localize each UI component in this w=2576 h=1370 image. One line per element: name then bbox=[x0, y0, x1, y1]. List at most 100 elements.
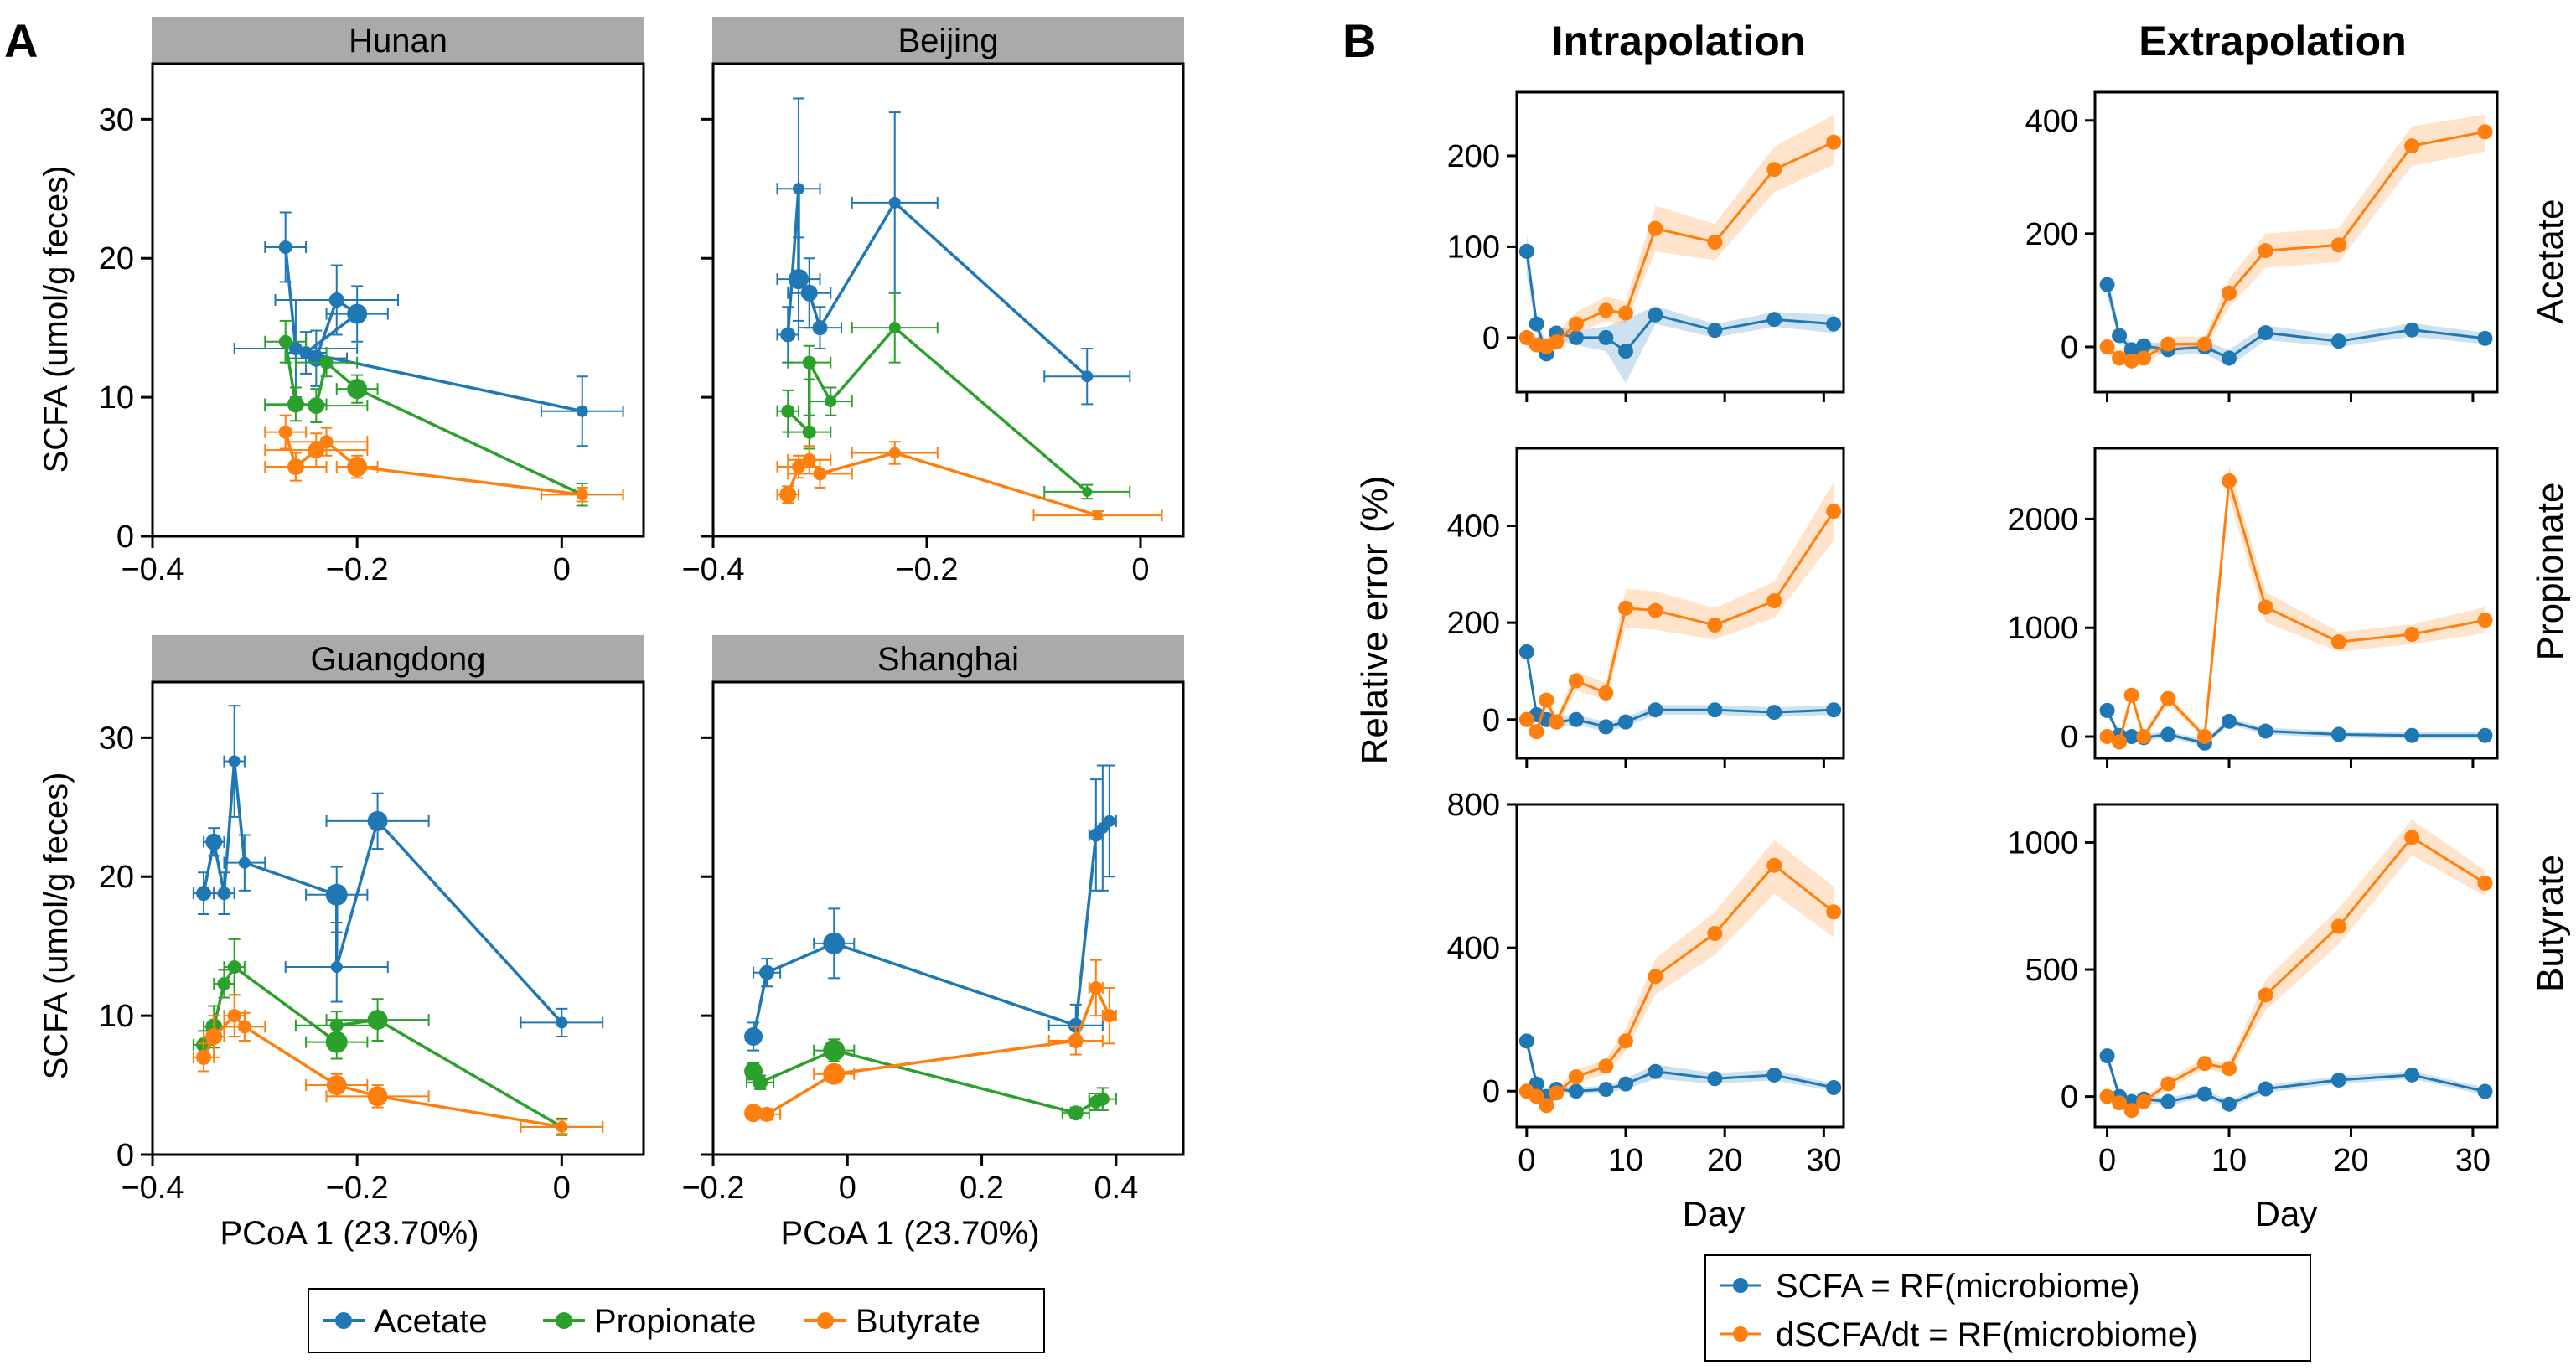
y-tick-label: 500 bbox=[2025, 953, 2078, 988]
y-tick-label: 0 bbox=[1482, 1074, 1500, 1109]
panel-a-ylabel-top: SCFA (umol/g feces) bbox=[38, 166, 75, 473]
series-propionate bbox=[192, 938, 604, 1136]
x-tick-label: 0 bbox=[1131, 552, 1149, 587]
data-point bbox=[2477, 727, 2493, 743]
plot-frame bbox=[1515, 803, 1845, 1129]
series-dscfa-dt-rf-microbiome- bbox=[1518, 840, 1842, 1114]
data-point bbox=[2330, 726, 2346, 742]
data-point bbox=[2330, 1072, 2346, 1088]
data-point bbox=[1707, 618, 1723, 633]
data-point bbox=[1618, 344, 1633, 359]
plot-frame bbox=[151, 680, 645, 1156]
confidence-band bbox=[1526, 840, 1834, 1111]
y-tick-label: 1000 bbox=[2007, 825, 2078, 861]
data-point bbox=[2222, 350, 2237, 366]
data-point bbox=[1766, 312, 1782, 328]
data-point bbox=[823, 1039, 846, 1062]
y-tick-label: 10 bbox=[99, 999, 134, 1034]
confidence-band bbox=[1526, 642, 1834, 732]
legend-label-scfa-rf: SCFA = RF(microbiome) bbox=[1776, 1268, 2140, 1305]
x-tick-label: −0.4 bbox=[121, 552, 184, 587]
data-point bbox=[2160, 726, 2176, 742]
data-point bbox=[1618, 305, 1633, 321]
data-point bbox=[1766, 857, 1782, 873]
data-point bbox=[2196, 1056, 2212, 1072]
data-point bbox=[802, 425, 816, 439]
data-point bbox=[1766, 593, 1782, 609]
panel-b-legend: SCFA = RF(microbiome) dSCFA/dt = RF(micr… bbox=[1704, 1254, 2311, 1362]
data-point bbox=[576, 489, 588, 501]
data-point bbox=[888, 447, 901, 459]
data-point bbox=[2099, 1088, 2115, 1104]
legend-marker-propionate bbox=[556, 1312, 572, 1329]
data-point bbox=[813, 467, 827, 481]
data-point bbox=[1529, 316, 1544, 332]
x-tick-label: −0.2 bbox=[326, 552, 389, 587]
data-point bbox=[2404, 627, 2420, 642]
y-tick-label: 0 bbox=[116, 520, 134, 555]
y-tick-label: 400 bbox=[1447, 509, 1500, 545]
x-tick-label: 0 bbox=[2098, 1143, 2116, 1178]
data-point bbox=[319, 435, 334, 449]
data-point bbox=[2258, 243, 2273, 259]
data-point bbox=[792, 460, 805, 474]
data-point bbox=[2112, 734, 2128, 750]
facet-title: Beijing bbox=[897, 23, 998, 59]
data-point bbox=[888, 322, 901, 334]
series-butyrate bbox=[192, 994, 604, 1135]
chart-5: 0 200 400 bbox=[2025, 90, 2499, 402]
panel-b-xlabel-left: Day bbox=[1683, 1194, 1746, 1233]
data-point bbox=[2330, 333, 2346, 349]
x-tick-label: −0.2 bbox=[895, 552, 958, 587]
data-point bbox=[2258, 987, 2273, 1003]
plot-frame bbox=[2093, 447, 2499, 760]
data-point bbox=[1766, 1067, 1782, 1083]
data-point bbox=[789, 269, 809, 290]
data-point bbox=[196, 886, 212, 902]
data-point bbox=[227, 1009, 241, 1023]
series-scfa-rf-microbiome- bbox=[1518, 1033, 1842, 1104]
plot-frame bbox=[1515, 447, 1845, 760]
data-point bbox=[2112, 328, 2128, 344]
x-tick-label: 0 bbox=[839, 1171, 856, 1206]
y-tick-label: 30 bbox=[99, 721, 134, 756]
data-point bbox=[1707, 702, 1723, 718]
plot-frame bbox=[2093, 90, 2499, 394]
series-dscfa-dt-rf-microbiome- bbox=[2099, 115, 2493, 369]
data-point bbox=[1618, 1033, 1633, 1049]
panel-letter-b: B bbox=[1342, 14, 1376, 67]
data-point bbox=[1095, 1092, 1110, 1106]
data-point bbox=[2123, 729, 2139, 745]
data-point bbox=[325, 1031, 348, 1053]
data-point bbox=[319, 355, 334, 370]
y-tick-label: 20 bbox=[99, 241, 134, 277]
plot-frame bbox=[2093, 803, 2499, 1129]
series-line-propionate bbox=[283, 341, 583, 496]
data-point bbox=[2477, 330, 2493, 346]
facet-strip bbox=[712, 635, 1184, 682]
x-tick-label: 10 bbox=[1608, 1143, 1643, 1178]
data-point bbox=[1598, 1082, 1614, 1098]
data-point bbox=[205, 833, 223, 850]
data-point bbox=[556, 1016, 568, 1029]
data-point bbox=[744, 1027, 763, 1046]
data-point bbox=[2222, 1061, 2237, 1077]
x-tick-label: 20 bbox=[2333, 1143, 2368, 1178]
series-propionate bbox=[264, 319, 624, 507]
x-tick-label: −0.2 bbox=[681, 1171, 744, 1206]
data-point bbox=[888, 196, 901, 209]
y-tick-label: 400 bbox=[1447, 931, 1500, 966]
series-line-acetate bbox=[283, 246, 583, 413]
chart-0: Hunan −0.4 −0.2 0 0 10 20 30 bbox=[99, 17, 645, 587]
col-title-extrapolation: Extrapolation bbox=[2139, 18, 2406, 65]
data-point bbox=[2258, 1081, 2273, 1097]
plot-frame bbox=[151, 62, 645, 538]
data-point bbox=[1826, 1079, 1842, 1095]
chart-7: 0 1000 2000 bbox=[2007, 447, 2499, 768]
data-point bbox=[1082, 486, 1093, 497]
data-point bbox=[2196, 729, 2212, 745]
legend-marker-acetate bbox=[335, 1312, 352, 1329]
data-point bbox=[2099, 702, 2115, 718]
data-point bbox=[1598, 329, 1614, 345]
